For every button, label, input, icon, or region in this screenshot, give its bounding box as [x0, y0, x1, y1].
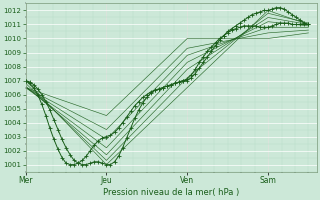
X-axis label: Pression niveau de la mer( hPa ): Pression niveau de la mer( hPa ) [103, 188, 239, 197]
